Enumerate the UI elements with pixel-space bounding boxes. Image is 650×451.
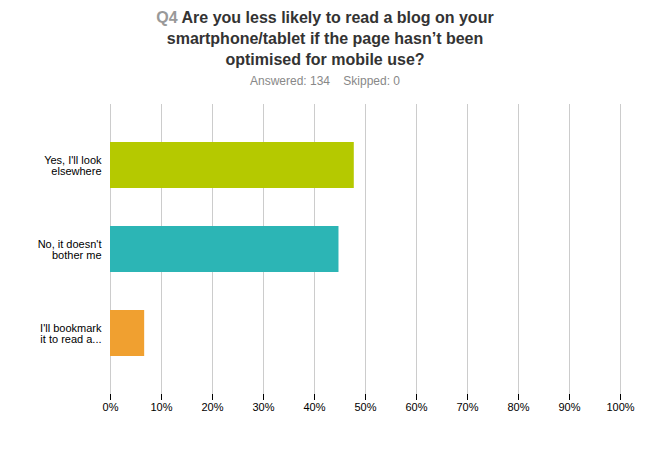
svg-text:100%: 100% bbox=[606, 402, 634, 414]
html-text:Answered: 134 Skipped: 0: Answered: 134 Skipped: 0 bbox=[250, 74, 400, 89]
html-text:Q4 Are you less likely to read: Q4 Are you less likely to read a blog on… bbox=[156, 9, 494, 68]
svg-text:Yes, I'll lookelsewhere: Yes, I'll lookelsewhere bbox=[44, 154, 102, 177]
svg-text:30%: 30% bbox=[252, 402, 274, 414]
svg-text:50%: 50% bbox=[354, 402, 376, 414]
svg-text:10%: 10% bbox=[150, 402, 172, 414]
svg-text:70%: 70% bbox=[456, 402, 478, 414]
svg-text:20%: 20% bbox=[201, 402, 223, 414]
svg-text:0%: 0% bbox=[103, 402, 119, 414]
svg-text:I'll bookmarkit to read a...: I'll bookmarkit to read a... bbox=[40, 322, 102, 345]
svg-text:80%: 80% bbox=[507, 402, 529, 414]
svg-text:No, it doesn'tbother me: No, it doesn'tbother me bbox=[38, 238, 102, 261]
svg-text:90%: 90% bbox=[558, 402, 580, 414]
svg-text:60%: 60% bbox=[405, 402, 427, 414]
svg-text:40%: 40% bbox=[303, 402, 325, 414]
